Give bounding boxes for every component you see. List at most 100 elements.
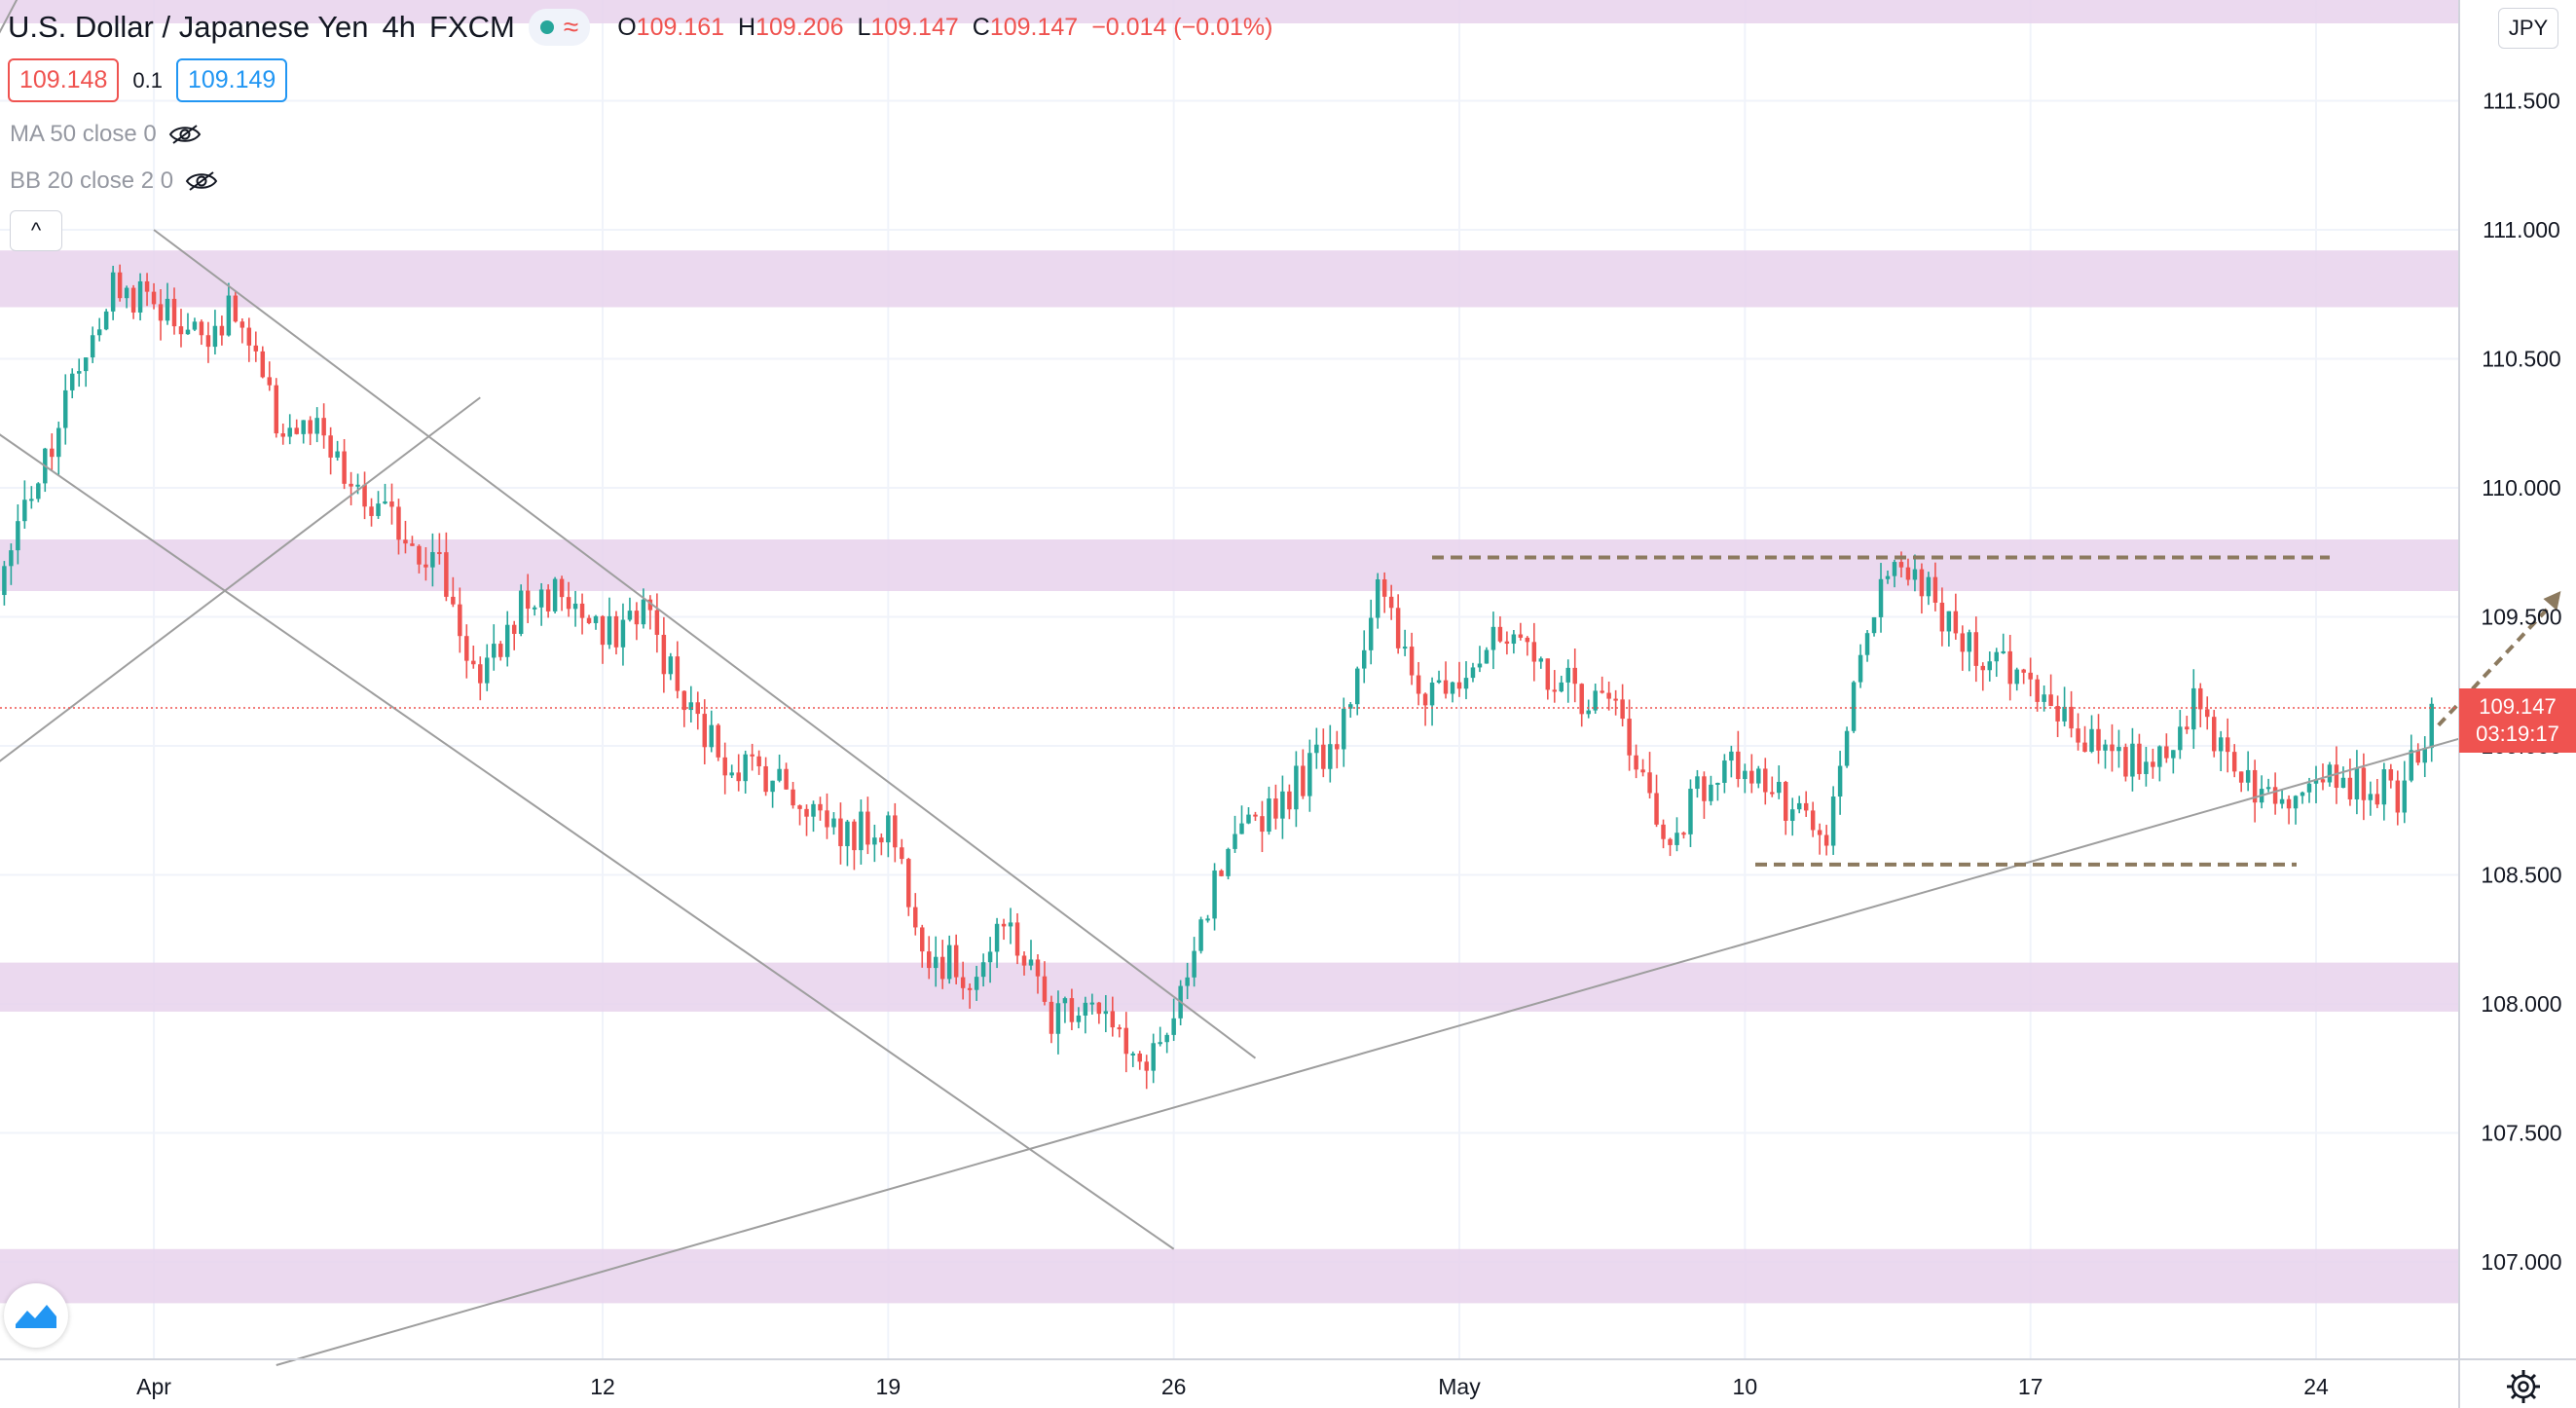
y-tick-label: 110.000 — [2482, 475, 2560, 500]
indicator-bb[interactable]: BB 20 close 2 0 — [10, 167, 218, 195]
candle-body — [1069, 998, 1075, 1022]
indicator-ma[interactable]: MA 50 close 0 — [10, 121, 202, 148]
candle-body — [2144, 761, 2149, 774]
candle-body — [1335, 744, 1340, 750]
candle-body — [2286, 798, 2292, 809]
candle-body — [2300, 792, 2305, 797]
candle-body — [607, 615, 612, 646]
candle-body — [458, 604, 462, 637]
candle-body — [2151, 761, 2155, 767]
candle-body — [2218, 737, 2224, 752]
candle-body — [1477, 663, 1483, 668]
candle-body — [1980, 665, 1986, 671]
candle-body — [1042, 976, 1048, 1002]
candle-body — [1490, 626, 1496, 650]
candle-body — [56, 427, 61, 458]
collapse-legend-button[interactable]: ^ — [10, 210, 62, 251]
sr-zone — [0, 0, 2459, 23]
candle-body — [743, 754, 748, 782]
candle-body — [1837, 765, 1843, 797]
candle-body — [886, 815, 891, 843]
candle-body — [1253, 814, 1258, 817]
candle-body — [2178, 726, 2183, 751]
sr-zone — [0, 250, 2459, 308]
candle-body — [1749, 770, 1754, 784]
candle-body — [430, 552, 435, 568]
candle-body — [1688, 789, 1693, 834]
candle-body — [383, 501, 387, 504]
candle-body — [423, 564, 428, 568]
candle-body — [478, 664, 483, 684]
candle-body — [1185, 977, 1190, 986]
candle-body — [804, 808, 809, 817]
candle-body — [879, 837, 884, 843]
candle-body — [1348, 704, 1353, 709]
candle-body — [144, 280, 150, 292]
candle-body — [165, 298, 170, 321]
status-pill[interactable]: ≈ — [528, 9, 591, 46]
candle-body — [1545, 658, 1551, 690]
buy-price-button[interactable]: 109.149 — [175, 58, 288, 102]
candle-body — [525, 590, 531, 610]
candle-body — [641, 599, 646, 625]
candle-body — [1055, 1003, 1061, 1034]
candle-body — [2395, 780, 2401, 813]
candle-body — [1803, 802, 1809, 811]
spread-value: 0.1 — [132, 67, 163, 93]
candle-body — [36, 483, 41, 500]
candle-body — [1953, 611, 1959, 634]
candle-body — [1987, 661, 1992, 671]
candle-body — [620, 619, 626, 648]
candle-body — [260, 351, 266, 378]
symbol-title[interactable]: U.S. Dollar / Japanese Yen — [8, 10, 369, 44]
sr-zone — [0, 1248, 2459, 1304]
candle-body — [63, 389, 68, 428]
candle-body — [2076, 728, 2080, 743]
interval-label[interactable]: 4h — [382, 10, 417, 44]
candle-body — [471, 660, 476, 665]
candle-body — [2171, 750, 2176, 759]
candle-body — [974, 977, 979, 990]
candle-body — [1572, 667, 1577, 685]
eye-off-icon[interactable] — [185, 170, 218, 192]
candle-body — [538, 589, 544, 608]
candle-body — [2055, 706, 2060, 722]
eye-off-icon[interactable] — [168, 124, 202, 145]
candle-body — [593, 615, 599, 623]
currency-button[interactable]: JPY — [2498, 8, 2558, 49]
candle-body — [980, 962, 986, 978]
candle-body — [2198, 687, 2203, 710]
candle-body — [1321, 744, 1326, 769]
y-tick-label: 111.000 — [2483, 217, 2560, 242]
candle-body — [1661, 824, 1666, 839]
candle-body — [1763, 768, 1768, 793]
candle-body — [2368, 794, 2374, 800]
candle-body — [946, 945, 952, 980]
candle-body — [893, 815, 898, 848]
candle-body — [1287, 791, 1292, 810]
candle-body — [2293, 796, 2299, 809]
candle-body — [722, 757, 727, 776]
candle-body — [2347, 777, 2353, 799]
candle-body — [294, 427, 299, 434]
candle-body — [518, 590, 524, 634]
sell-price-button[interactable]: 109.148 — [8, 58, 120, 102]
ohlc-item: H109.206 — [738, 14, 843, 42]
candle-body — [267, 377, 273, 386]
candle-body — [349, 483, 353, 487]
gear-icon[interactable] — [2504, 1367, 2543, 1406]
candle-body — [1743, 770, 1748, 780]
candle-body — [1674, 833, 1679, 845]
candle-body — [600, 615, 606, 646]
candle-body — [2238, 771, 2244, 783]
candle-body — [770, 780, 775, 793]
projection-arrow-line — [2437, 599, 2557, 727]
tradingview-logo[interactable] — [4, 1283, 68, 1348]
y-tick-label: 108.000 — [2481, 991, 2561, 1017]
candle-body — [1695, 776, 1700, 790]
candle-body — [1273, 798, 1278, 819]
candle-body — [2374, 794, 2380, 805]
